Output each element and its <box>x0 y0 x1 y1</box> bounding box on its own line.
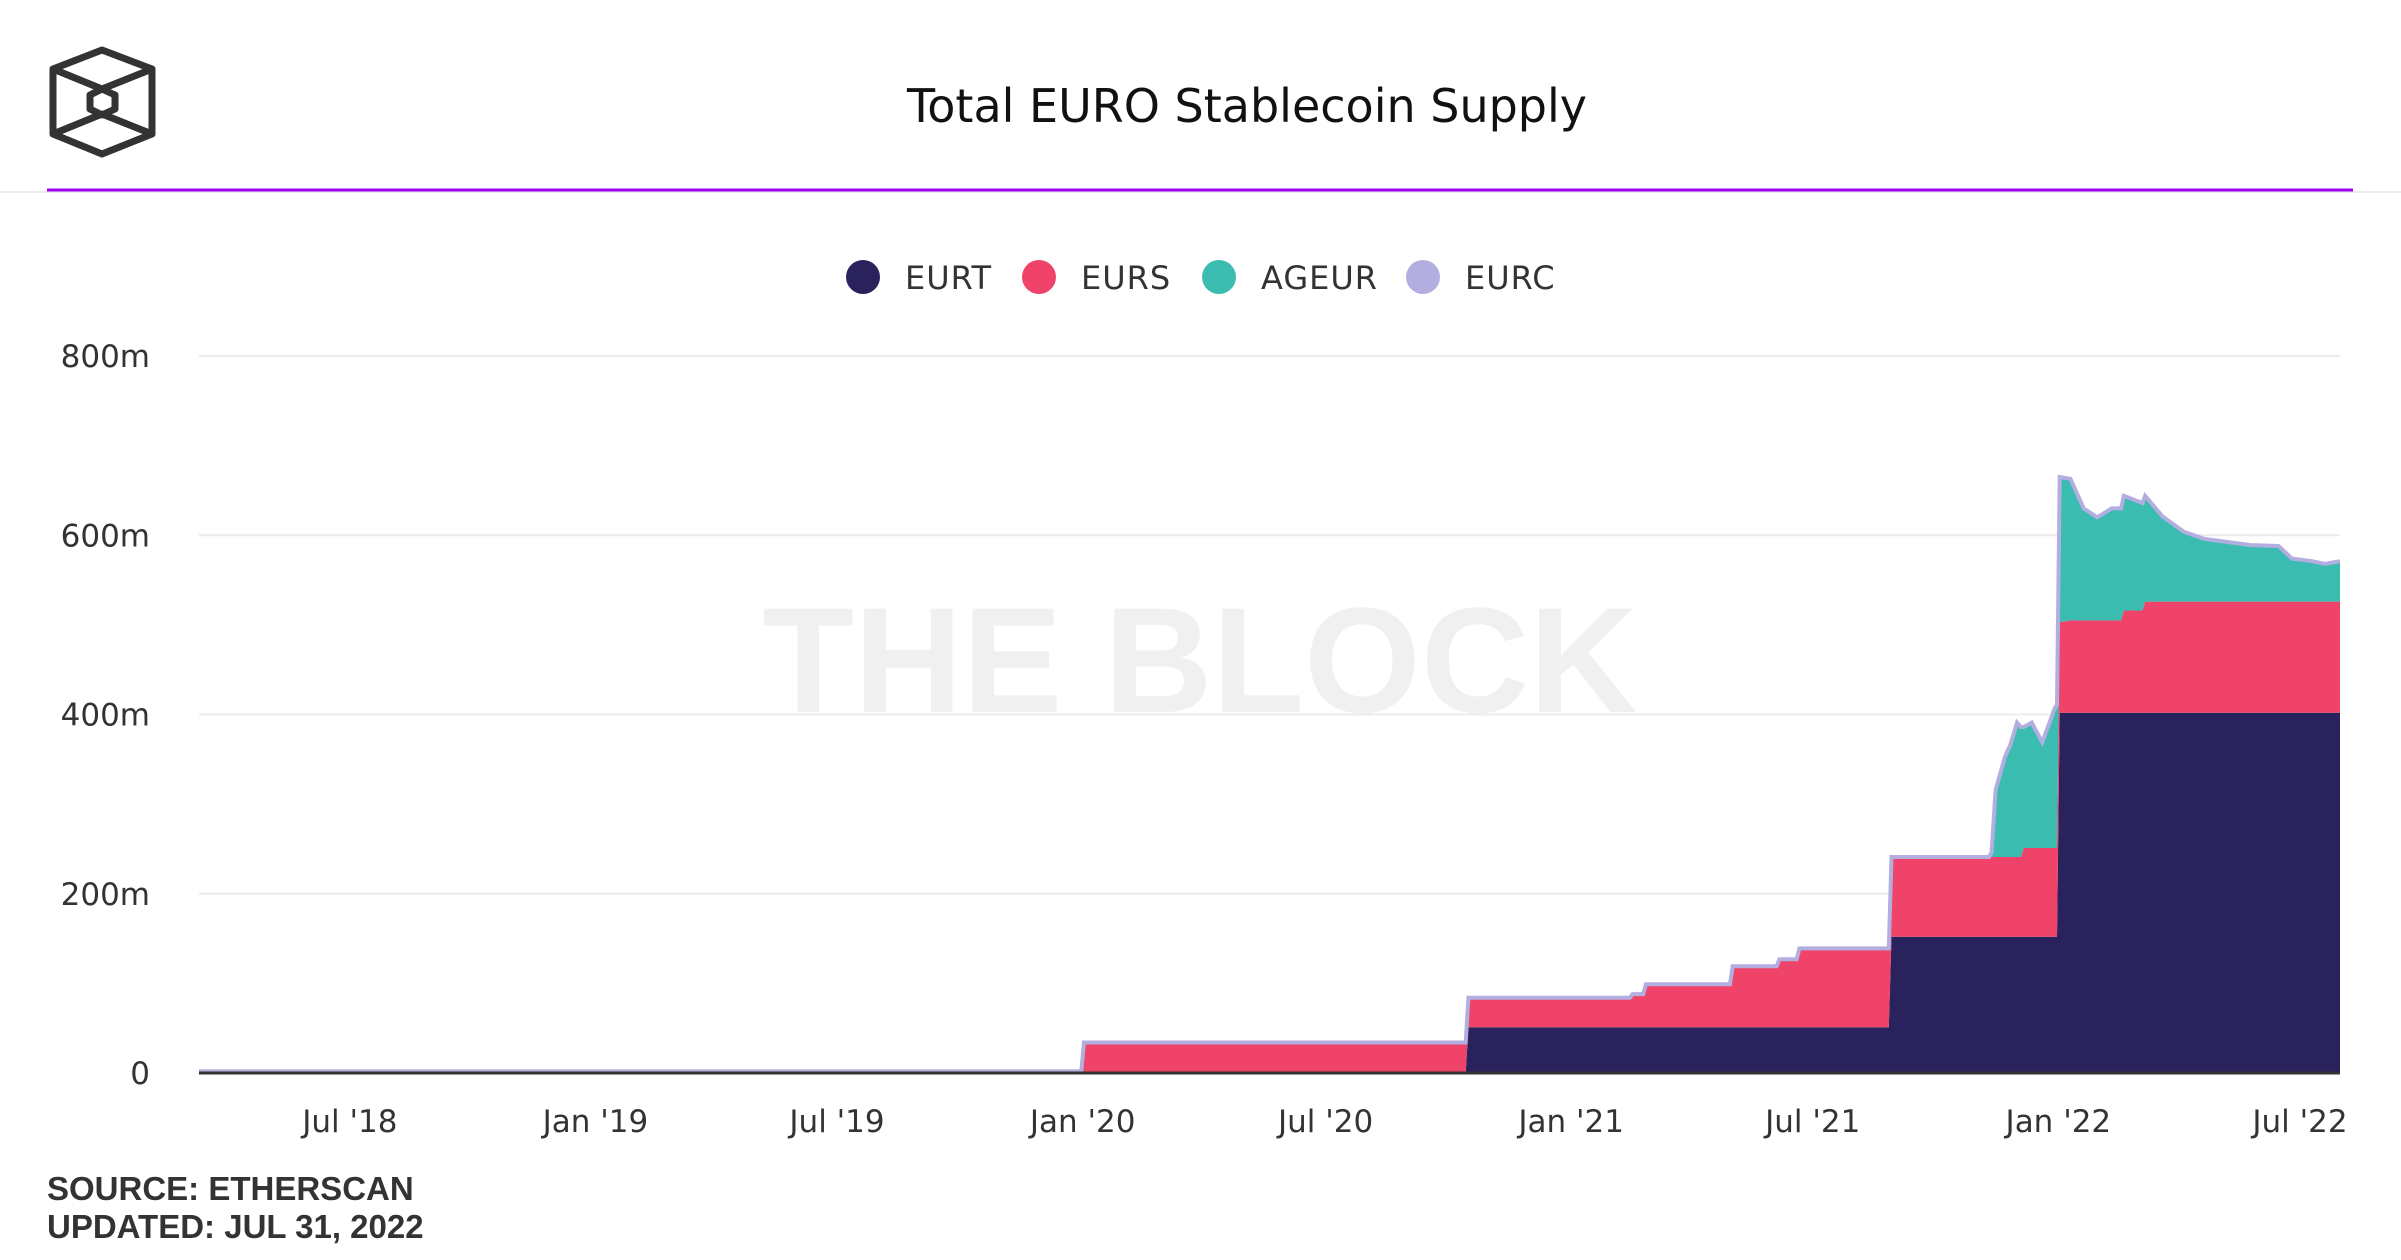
x-tick-label: Jan '22 <box>2004 1104 2112 1140</box>
y-tick-label: 200m <box>61 877 150 913</box>
x-tick-label: Jan '19 <box>541 1104 649 1140</box>
legend-label-ageur: AGEUR <box>1261 259 1378 297</box>
legend: EURT EURS AGEUR EURC <box>846 259 1556 297</box>
y-axis: 0 200m 400m 600m 800m <box>61 339 150 1092</box>
source-text: SOURCE: ETHERSCAN <box>47 1170 414 1207</box>
x-tick-label: Jul '19 <box>787 1104 884 1140</box>
area-eurs <box>199 601 2340 1073</box>
grid <box>199 355 2340 895</box>
the-block-logo-icon <box>49 46 156 158</box>
y-tick-label: 400m <box>61 698 150 734</box>
legend-marker-eurc <box>1406 260 1440 294</box>
areas <box>199 474 2341 1075</box>
legend-label-eurs: EURS <box>1081 259 1171 297</box>
x-tick-label: Jul '22 <box>2250 1104 2347 1140</box>
y-tick-label: 800m <box>61 339 150 375</box>
legend-label-eurc: EURC <box>1465 259 1556 297</box>
x-tick-label: Jul '18 <box>300 1104 397 1140</box>
x-tick-label: Jul '21 <box>1763 1104 1860 1140</box>
line-eurc <box>199 474 2341 1074</box>
chart-title: Total EURO Stablecoin Supply <box>906 79 1587 133</box>
y-tick-label: 600m <box>61 518 150 554</box>
legend-marker-ageur <box>1202 260 1236 294</box>
area-eurt <box>199 712 2340 1073</box>
legend-marker-eurs <box>1022 260 1056 294</box>
watermark: THE BLOCK <box>763 576 1638 744</box>
legend-label-eurt: EURT <box>905 259 992 297</box>
y-tick-label: 0 <box>130 1056 150 1092</box>
x-tick-label: Jul '20 <box>1276 1104 1373 1140</box>
updated-text: UPDATED: JUL 31, 2022 <box>47 1208 424 1245</box>
legend-marker-eurt <box>846 260 880 294</box>
x-axis: Jul '18 Jan '19 Jul '19 Jan '20 Jul '20 Jan '… <box>300 1104 2347 1140</box>
x-tick-label: Jan '21 <box>1516 1104 1624 1140</box>
area-ageur <box>199 477 2340 1072</box>
x-tick-label: Jan '20 <box>1028 1104 1136 1140</box>
